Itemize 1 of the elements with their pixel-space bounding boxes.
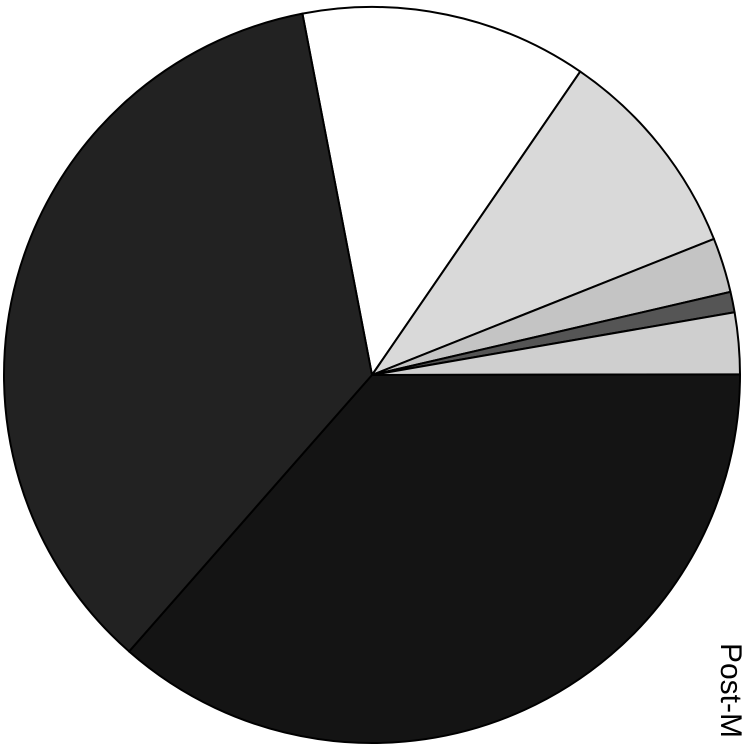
text: Post-M: [714, 642, 743, 738]
